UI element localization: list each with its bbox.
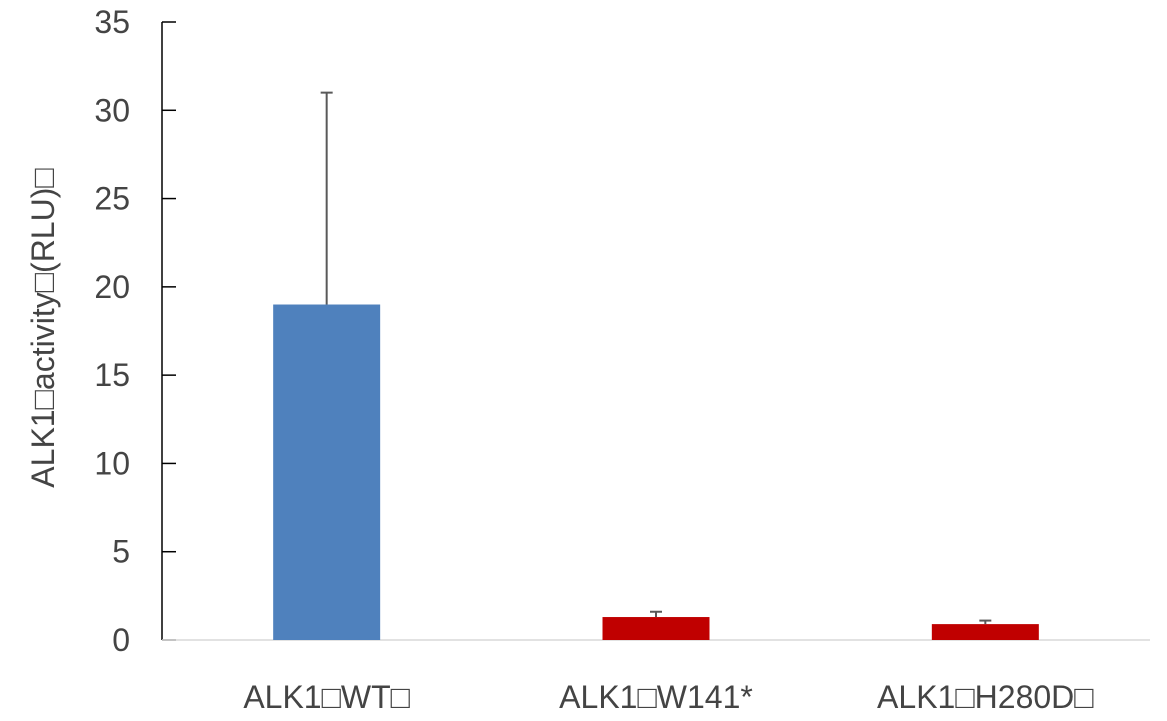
y-tick-label: 10 bbox=[94, 445, 130, 481]
y-axis: 0 5 10 15 20 25 30 35 bbox=[94, 4, 176, 658]
y-tick-label: 5 bbox=[112, 534, 130, 570]
y-tick-label: 25 bbox=[94, 181, 130, 217]
y-tick-label: 35 bbox=[94, 4, 130, 40]
error-bars bbox=[320, 91, 992, 625]
x-tick-label: ALK1□WT□ bbox=[243, 679, 410, 715]
bar-2 bbox=[602, 617, 710, 640]
axis-labels: ALK1□activity□(RLU)□ bbox=[25, 168, 61, 488]
y-axis-title: ALK1□activity□(RLU)□ bbox=[25, 168, 61, 488]
bar-1 bbox=[273, 304, 381, 640]
x-tick-label: ALK1□H280D□ bbox=[877, 679, 1094, 715]
x-tick-label: ALK1□W141* bbox=[559, 679, 753, 715]
y-tick-label: 0 bbox=[112, 622, 130, 658]
bars bbox=[273, 304, 1039, 640]
bar-3 bbox=[931, 624, 1039, 640]
y-tick-label: 15 bbox=[94, 357, 130, 393]
y-tick-label: 20 bbox=[94, 269, 130, 305]
y-tick-label: 30 bbox=[94, 92, 130, 128]
x-axis: ALK1□WT□ ALK1□W141* ALK1□H280D□ bbox=[162, 639, 1150, 715]
